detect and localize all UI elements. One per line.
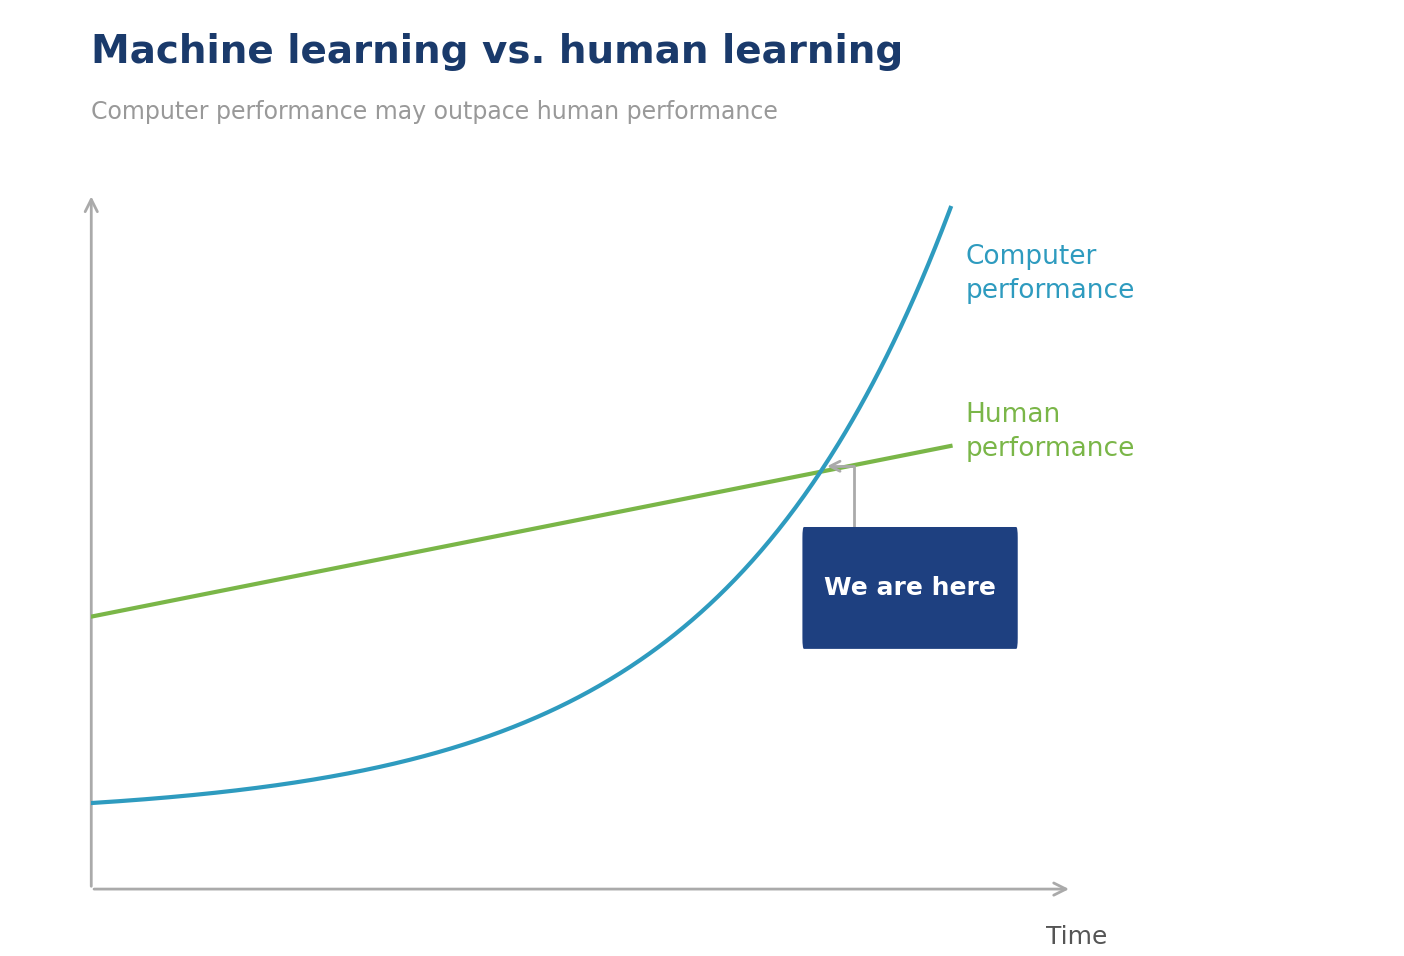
Text: Machine learning vs. human learning: Machine learning vs. human learning [91,33,904,72]
Text: Computer performance may outpace human performance: Computer performance may outpace human p… [91,100,778,124]
Text: Human
performance: Human performance [966,402,1134,462]
Text: Time: Time [1046,925,1108,949]
FancyBboxPatch shape [803,527,1018,649]
Text: We are here: We are here [824,576,995,600]
Text: Computer
performance: Computer performance [966,244,1134,304]
